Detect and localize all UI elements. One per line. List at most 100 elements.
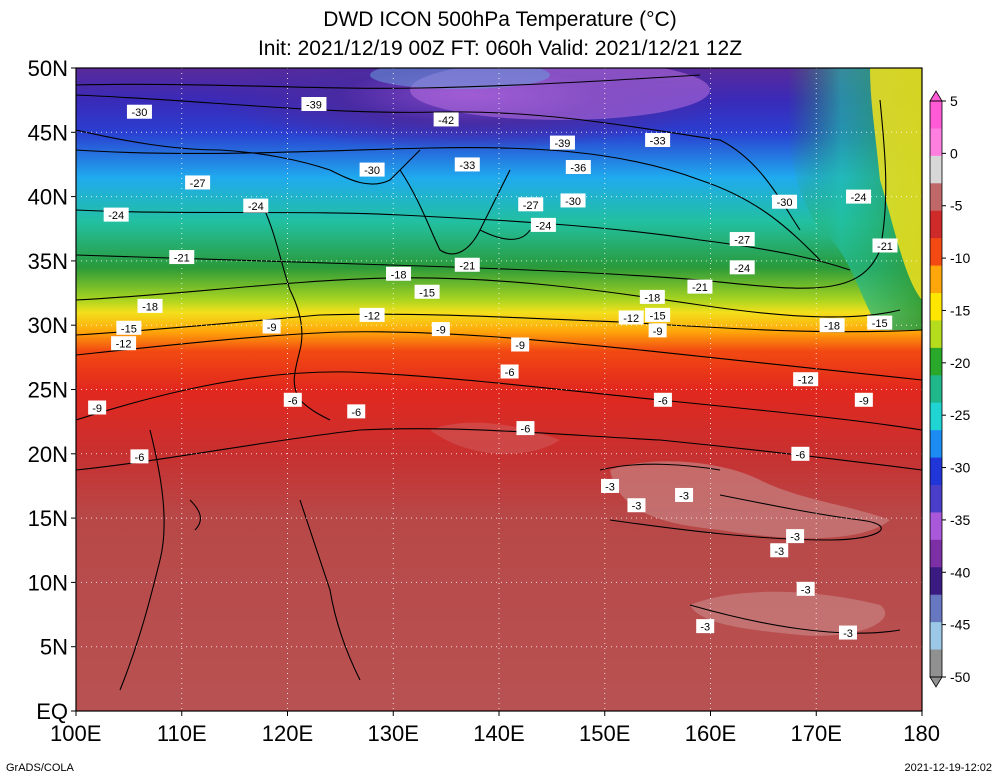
contour-label-text: -12 (116, 339, 132, 351)
contour-label: -6 (347, 404, 366, 419)
lat-tick-label: EQ (36, 699, 68, 724)
colorbar-label: -50 (950, 669, 970, 685)
contour-label-text: -9 (515, 340, 525, 352)
contour-labels: -30 -39 -42 -39 -33 -36 -33 -30 -27 -30 -30 -24 -24 -… (88, 97, 898, 640)
contour-label-bg (185, 175, 211, 190)
contour-label: -6 (653, 392, 672, 407)
contour-label: -18 (639, 289, 665, 304)
contour-label-text: -6 (795, 449, 805, 461)
contour-line (76, 313, 922, 336)
colorbar-segment (930, 622, 942, 651)
contour-label-bg (872, 238, 898, 253)
contour-label: -6 (130, 449, 149, 464)
contour-label: -24 (846, 189, 872, 204)
contour-label: -9 (854, 392, 873, 407)
contour-label-bg (137, 298, 163, 313)
lat-tick-label: 50N (28, 56, 68, 81)
contour-label-bg (169, 250, 195, 265)
contour-label-text: -21 (459, 260, 475, 272)
lon-tick-label: 150E (579, 721, 630, 746)
colorbar-segment (930, 210, 942, 239)
lon-tick-label: 120E (262, 721, 313, 746)
contour-label-text: -3 (774, 546, 784, 558)
contour-label-bg (347, 404, 366, 419)
colorbar-segment (930, 402, 942, 431)
contour-label: -12 (618, 310, 644, 325)
contour-label-text: -30 (565, 196, 581, 208)
contour-label: -3 (838, 625, 857, 640)
contour-label-bg (359, 162, 385, 177)
contour-label: -33 (645, 133, 671, 148)
contour-label: -21 (687, 279, 713, 294)
contour-line (609, 494, 882, 541)
colorbar-segment (930, 375, 942, 404)
contour-label: -15 (645, 307, 671, 322)
contour-label: -30 (359, 162, 385, 177)
colorbar-segment (930, 155, 942, 184)
colorbar-segment (930, 320, 942, 349)
contour-label-text: -12 (364, 310, 380, 322)
contour-label-text: -24 (851, 192, 867, 204)
contour-label-bg (500, 364, 519, 379)
colorbar-segment (930, 512, 942, 541)
colorbar-segment (930, 430, 942, 459)
contour-label-text: -18 (824, 321, 840, 333)
contour-label-text: -3 (632, 501, 642, 513)
colorbar-label: -35 (950, 512, 970, 528)
contour-label-text: -3 (700, 622, 710, 634)
contour-label: -3 (675, 487, 694, 502)
contour-label-bg (130, 449, 149, 464)
contour-label-bg (687, 279, 713, 294)
colorbar-label: -25 (950, 407, 970, 423)
contour-label-bg (111, 336, 137, 351)
contour-label-text: -27 (734, 235, 750, 247)
colorbar-label: 5 (950, 93, 958, 109)
contour-label-text: -3 (679, 490, 689, 502)
contour-label-text: -24 (248, 201, 264, 213)
contour-line (76, 94, 801, 231)
coastlines (76, 129, 531, 691)
contour-label-text: -15 (121, 323, 137, 335)
contour-label-bg (796, 581, 815, 596)
contour-label-text: -9 (436, 325, 446, 337)
contour-label: -30 (560, 193, 586, 208)
contour-line (76, 277, 901, 318)
contour-line (689, 604, 901, 634)
contour-label-text: -6 (351, 407, 361, 419)
contour-line (76, 371, 922, 431)
contour-label: -15 (867, 315, 893, 330)
contour-label: -12 (111, 336, 137, 351)
contour-label-bg (627, 498, 646, 513)
contour-label-bg (454, 257, 480, 272)
contour-label-text: -21 (174, 253, 190, 265)
contour-label-text: -3 (843, 628, 853, 640)
coastline-hainan (189, 499, 201, 531)
contour-label-text: -9 (653, 326, 663, 338)
contour-label-text: -18 (391, 269, 407, 281)
contour-label-bg (770, 543, 789, 558)
contour-label: -21 (454, 257, 480, 272)
contour-label: -39 (301, 97, 327, 112)
contour-label-bg (431, 322, 450, 337)
lon-tick-label: 170E (791, 721, 842, 746)
colorbar-segment (930, 293, 942, 321)
coastline-korea-japan (399, 169, 511, 255)
contour-label-text: -24 (108, 210, 124, 222)
contour-label-bg (549, 135, 575, 150)
contour-label: -3 (796, 581, 815, 596)
contour-label-text: -36 (570, 163, 586, 175)
contour-label-bg (359, 307, 385, 322)
contour-label-bg (846, 189, 872, 204)
chart-title: DWD ICON 500hPa Temperature (°C) (323, 8, 677, 31)
contour-label: -33 (454, 157, 480, 172)
contour-label-text: -27 (523, 200, 539, 212)
contour-label-text: -18 (142, 301, 158, 313)
contour-label-text: -3 (801, 584, 811, 596)
contour-label-text: -12 (623, 313, 639, 325)
contour-label-text: -3 (790, 532, 800, 544)
colorbar-segment (930, 101, 942, 129)
contour-label: -3 (627, 498, 646, 513)
contour-label-text: -18 (644, 292, 660, 304)
contour-label-text: -6 (288, 395, 298, 407)
lat-axis: 50N 45N 40N 35N 30N 25N 20N 15N 10N 5N EQ (28, 56, 76, 724)
